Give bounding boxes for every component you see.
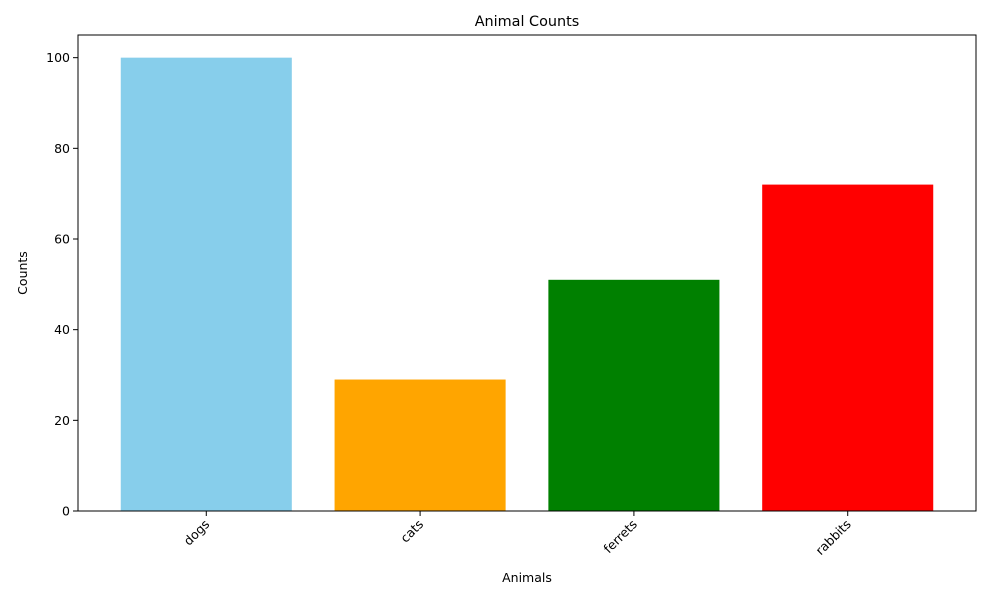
y-tick-label-40: 40 — [54, 322, 70, 337]
y-axis-ticks: 0 20 40 60 80 100 — [46, 50, 78, 519]
x-tick-label-dogs: dogs — [181, 517, 213, 549]
bar-cats — [334, 379, 506, 511]
y-tick-label-100: 100 — [46, 50, 70, 65]
x-axis-label: Animals — [502, 570, 552, 585]
bar-ferrets — [548, 279, 720, 511]
plot-area-frame — [77, 34, 977, 512]
x-tick-label-ferrets: ferrets — [600, 517, 640, 557]
y-tick-label-0: 0 — [62, 504, 70, 519]
y-tick-label-60: 60 — [54, 232, 70, 247]
y-tick-label-20: 20 — [54, 413, 70, 428]
y-tick-label-80: 80 — [54, 141, 70, 156]
x-tick-label-rabbits: rabbits — [812, 517, 853, 558]
x-tick-label-cats: cats — [397, 517, 426, 546]
bar-dogs — [120, 57, 292, 512]
bar-rabbits — [762, 184, 934, 511]
bars-layer — [120, 57, 934, 512]
y-axis-label: Counts — [15, 251, 30, 295]
chart-title: Animal Counts — [475, 14, 580, 30]
x-axis-ticks: dogs cats ferrets rabbits — [181, 511, 854, 558]
